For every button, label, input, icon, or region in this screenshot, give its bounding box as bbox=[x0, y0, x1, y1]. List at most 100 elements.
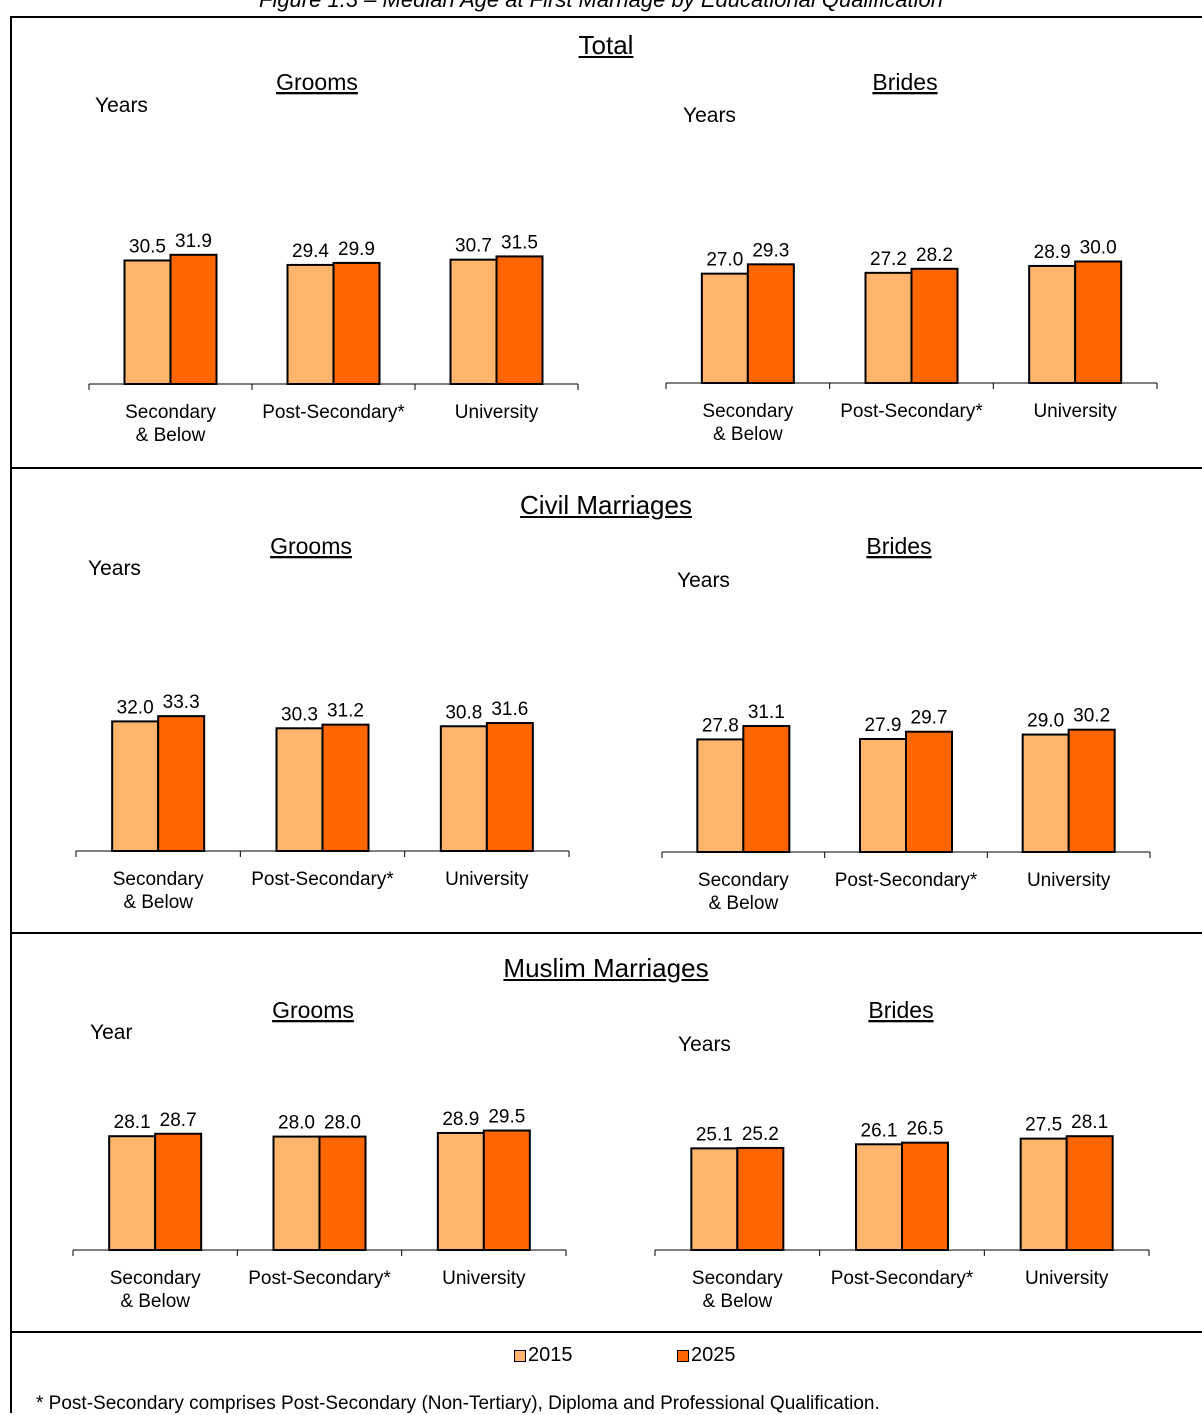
data-label: 27.8 bbox=[702, 715, 739, 736]
bar-2015 bbox=[286, 263, 335, 385]
bar-2015 bbox=[864, 271, 913, 384]
data-label: 29.5 bbox=[488, 1107, 525, 1128]
data-label: 32.0 bbox=[117, 697, 154, 718]
bar-2015 bbox=[436, 1131, 485, 1251]
chart-title: Brides bbox=[872, 69, 937, 95]
chart-title: Grooms bbox=[270, 533, 352, 559]
legend-label-2025: 2025 bbox=[691, 1344, 736, 1366]
x-tick-label: University bbox=[1027, 870, 1111, 891]
x-tick-label: University bbox=[442, 1268, 526, 1289]
x-tick-label: Post-Secondary* bbox=[251, 869, 394, 890]
x-tick-label: & Below bbox=[713, 424, 783, 445]
bar-2025 bbox=[482, 1129, 531, 1252]
data-label: 28.1 bbox=[114, 1112, 151, 1133]
data-label: 25.2 bbox=[742, 1124, 779, 1145]
x-tick-label: Post-Secondary* bbox=[840, 401, 983, 422]
bar-2015 bbox=[449, 258, 498, 386]
data-label: 33.3 bbox=[163, 692, 200, 713]
legend-divider bbox=[10, 1331, 1202, 1333]
bar-2025 bbox=[332, 261, 381, 385]
bar-2015 bbox=[439, 725, 488, 853]
x-tick-label: Post-Secondary* bbox=[831, 1268, 974, 1289]
x-tick-label: & Below bbox=[120, 1291, 190, 1312]
legend: 2015 2025 bbox=[0, 1344, 1202, 1370]
data-label: 31.2 bbox=[327, 701, 364, 722]
bar-2025 bbox=[1065, 1135, 1114, 1251]
y-axis-label: Years bbox=[683, 104, 736, 127]
bar-2025 bbox=[495, 255, 544, 385]
x-tick-label: & Below bbox=[123, 892, 193, 913]
bar-2025 bbox=[1074, 260, 1123, 384]
x-tick-label: Post-Secondary* bbox=[262, 402, 405, 423]
bar-2015 bbox=[690, 1147, 739, 1251]
data-label: 29.3 bbox=[752, 240, 789, 261]
data-label: 30.5 bbox=[129, 236, 166, 257]
y-axis-label: Years bbox=[95, 94, 148, 117]
footnote: * Post-Secondary comprises Post-Secondar… bbox=[36, 1393, 880, 1414]
bar-2025 bbox=[905, 730, 953, 854]
data-label: 30.8 bbox=[445, 702, 482, 723]
data-label: 27.0 bbox=[706, 250, 743, 271]
data-label: 30.0 bbox=[1080, 238, 1117, 259]
bar-2015 bbox=[855, 1143, 903, 1252]
section-divider bbox=[10, 932, 1202, 934]
bar-2015 bbox=[1028, 264, 1077, 384]
data-label: 29.0 bbox=[1027, 711, 1064, 732]
bar-2025 bbox=[901, 1141, 949, 1252]
x-tick-label: Secondary bbox=[113, 869, 204, 890]
bar-2015 bbox=[700, 272, 749, 384]
x-tick-label: University bbox=[445, 869, 529, 890]
data-label: 29.7 bbox=[911, 708, 948, 729]
data-label: 28.9 bbox=[1034, 242, 1071, 263]
bar-2015 bbox=[275, 727, 324, 852]
data-label: 30.2 bbox=[1073, 706, 1110, 727]
bar-2025 bbox=[321, 723, 370, 853]
data-label: 29.4 bbox=[292, 241, 329, 262]
y-axis-label: Year bbox=[90, 1021, 132, 1044]
y-axis-label: Years bbox=[88, 557, 141, 580]
bar-2015 bbox=[696, 738, 745, 853]
section-divider bbox=[10, 467, 1202, 469]
data-label: 26.1 bbox=[861, 1120, 898, 1141]
data-label: 28.0 bbox=[278, 1113, 315, 1134]
data-label: 26.5 bbox=[907, 1119, 944, 1140]
bar-2025 bbox=[169, 253, 218, 385]
data-label: 25.1 bbox=[696, 1124, 733, 1145]
legend-swatch-2015 bbox=[514, 1349, 526, 1362]
bar-2015 bbox=[123, 259, 172, 386]
x-tick-label: Secondary bbox=[698, 870, 789, 891]
chart-title: Brides bbox=[866, 533, 931, 559]
legend-item-2025: 2025 bbox=[677, 1344, 736, 1367]
figure-frame bbox=[10, 16, 1202, 1413]
x-tick-label: & Below bbox=[702, 1291, 772, 1312]
data-label: 31.5 bbox=[501, 232, 538, 253]
bar-2015 bbox=[859, 738, 907, 854]
data-label: 28.1 bbox=[1071, 1112, 1108, 1133]
chart-title: Grooms bbox=[276, 69, 358, 95]
bar-2025 bbox=[157, 715, 206, 853]
bar-2025 bbox=[736, 1146, 785, 1251]
section-title-civil: Civil Marriages bbox=[520, 490, 692, 520]
data-label: 28.0 bbox=[324, 1113, 361, 1134]
x-tick-label: University bbox=[1025, 1268, 1109, 1289]
x-tick-label: Secondary bbox=[692, 1268, 783, 1289]
bar-2025 bbox=[1067, 728, 1116, 853]
data-label: 27.2 bbox=[870, 249, 907, 270]
bar-2015 bbox=[111, 720, 160, 853]
chart-title: Brides bbox=[868, 997, 933, 1023]
bar-2025 bbox=[910, 267, 959, 385]
figure-title: Figure 1.3 – Median Age at First Marriag… bbox=[0, 0, 1202, 13]
x-tick-label: University bbox=[1033, 401, 1117, 422]
data-label: 28.9 bbox=[442, 1109, 479, 1130]
data-label: 28.2 bbox=[916, 245, 953, 266]
bar-2015 bbox=[108, 1135, 157, 1251]
data-label: 31.9 bbox=[175, 231, 212, 252]
x-tick-label: Post-Secondary* bbox=[248, 1268, 391, 1289]
chart-title: Grooms bbox=[272, 997, 354, 1023]
x-tick-label: Post-Secondary* bbox=[835, 870, 978, 891]
data-label: 30.7 bbox=[455, 236, 492, 257]
data-label: 28.7 bbox=[160, 1110, 197, 1131]
bar-2015 bbox=[272, 1135, 321, 1251]
bar-2025 bbox=[318, 1135, 367, 1251]
